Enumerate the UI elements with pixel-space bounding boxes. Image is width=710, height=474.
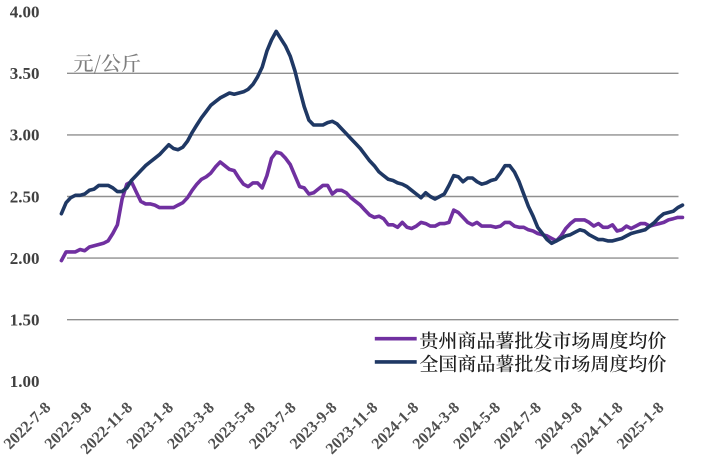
y-tick-label: 4.00 [10, 3, 40, 22]
legend [374, 331, 666, 373]
legend-item-national [374, 354, 666, 373]
gridlines [67, 72, 679, 321]
series-lines [59, 29, 685, 263]
unit-label-glyphs [74, 53, 141, 74]
legend-label-national [420, 354, 666, 373]
y-tick-label: 2.50 [10, 187, 40, 206]
y-tick-label: 1.50 [10, 311, 40, 330]
y-axis-labels: 4.00 3.50 3.00 2.50 2.00 1.50 1.00 [10, 3, 40, 392]
y-tick-label: 3.50 [10, 64, 40, 83]
legend-label-guizhou [420, 331, 666, 350]
y-tick-label: 1.00 [10, 372, 40, 391]
y-tick-label: 2.00 [10, 249, 40, 268]
y-axis-unit-label [74, 53, 141, 74]
series-line-guizhou [59, 150, 685, 263]
y-tick-label: 3.00 [10, 126, 40, 145]
series-line-national [59, 29, 685, 246]
legend-item-guizhou [374, 331, 666, 350]
x-axis-labels: 2022-7-82022-9-82022-11-82023-1-82023-3-… [1, 399, 668, 458]
